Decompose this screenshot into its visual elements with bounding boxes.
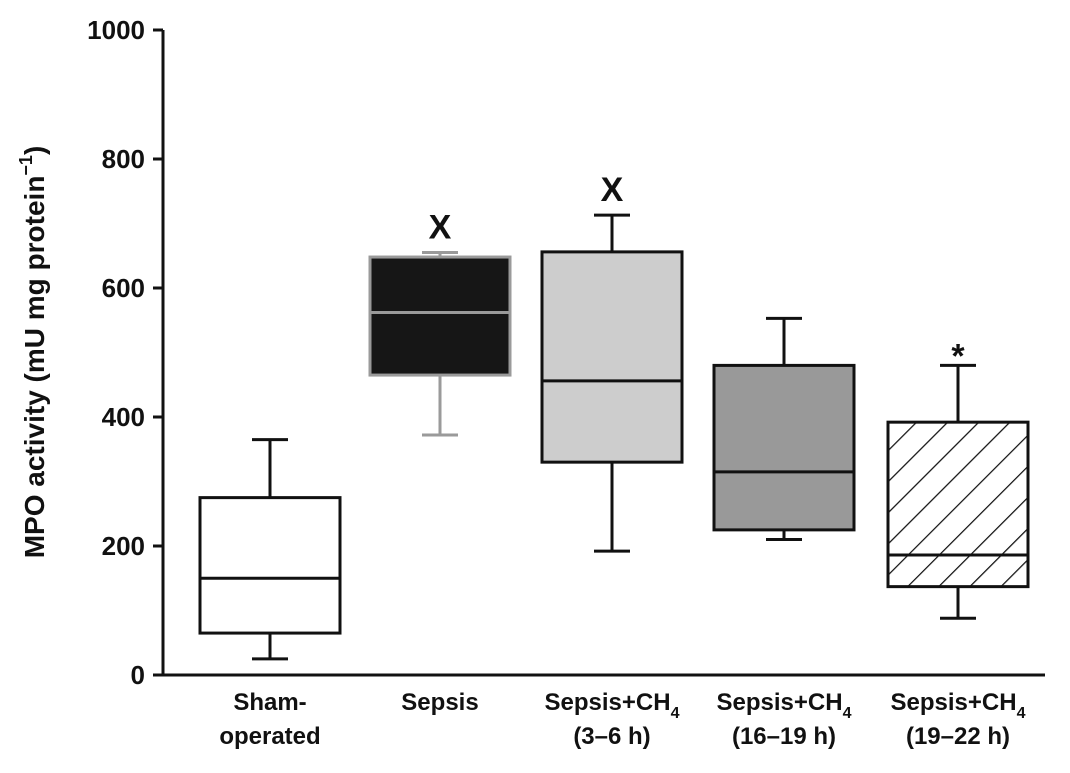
x-label-sepsis-ch4-3-6h-line2: (3–6 h): [573, 723, 650, 750]
box-sepsis-ch4-16-19h: [712, 316, 856, 542]
x-label-subscript: 4: [1017, 705, 1026, 722]
box-sepsis: X: [368, 209, 512, 437]
x-label-sepsis-ch4-16-19h-line1: Sepsis+CH4: [717, 689, 852, 722]
x-label-text: (3–6 h): [573, 723, 650, 750]
x-label-text: Sepsis+CH: [545, 689, 671, 716]
x-label-text: Sepsis+CH: [891, 689, 1017, 716]
y-tick-label-0: 0: [131, 660, 145, 690]
y-tick-label-800: 800: [102, 144, 145, 174]
box-sepsis-ch4-3-6h: X: [540, 171, 684, 553]
x-label-sepsis-ch4-16-19h-line2: (16–19 h): [732, 723, 836, 750]
x-label-text: Sepsis: [401, 689, 478, 716]
box-body-sepsis-ch4-3-6h: [540, 250, 684, 464]
x-label-sham-operated-line1: Sham-: [233, 689, 306, 716]
x-label-text: Sepsis+CH: [717, 689, 843, 716]
box-sham-operated: [198, 438, 342, 661]
x-label-text: Sham-: [233, 689, 306, 716]
box-body-sepsis-ch4-16-19h: [712, 363, 856, 532]
box-body-sepsis-ch4-19-22h: [886, 420, 1030, 589]
x-label-sepsis-ch4-19-22h-line2: (19–22 h): [906, 723, 1010, 750]
box-series: X X *: [198, 171, 1030, 661]
axes: 0 200 400 600 800 1000: [87, 15, 1045, 690]
y-tick-label-600: 600: [102, 273, 145, 303]
y-axis-title: MPO activity (mU mg protein−1): [16, 146, 50, 559]
x-label-sham-operated-line2: operated: [219, 723, 320, 750]
y-tick-label-400: 400: [102, 402, 145, 432]
x-label-subscript: 4: [671, 705, 680, 722]
x-label-text: (16–19 h): [732, 723, 836, 750]
box-sepsis-ch4-19-22h: *: [886, 337, 1030, 620]
x-label-subscript: 4: [843, 705, 852, 722]
y-axis-title-close: ): [19, 146, 50, 155]
y-axis-title-superscript: −1: [16, 155, 36, 176]
significance-marker-sepsis-ch4-19-22h: *: [951, 337, 965, 375]
x-label-text: (19–22 h): [906, 723, 1010, 750]
y-tick-label-1000: 1000: [87, 15, 145, 45]
x-label-text: operated: [219, 723, 320, 750]
significance-marker-sepsis: X: [429, 209, 452, 247]
box-body-sepsis: [368, 255, 512, 377]
x-label-sepsis-ch4-19-22h-line1: Sepsis+CH4: [891, 689, 1026, 722]
y-tick-label-200: 200: [102, 531, 145, 561]
box-body-sham-operated: [198, 496, 342, 635]
x-label-sepsis-ch4-3-6h-line1: Sepsis+CH4: [545, 689, 680, 722]
y-axis-title-text: MPO activity (mU mg protein: [19, 176, 50, 559]
significance-marker-sepsis-ch4-3-6h: X: [601, 171, 624, 209]
x-label-sepsis-line1: Sepsis: [401, 689, 478, 716]
